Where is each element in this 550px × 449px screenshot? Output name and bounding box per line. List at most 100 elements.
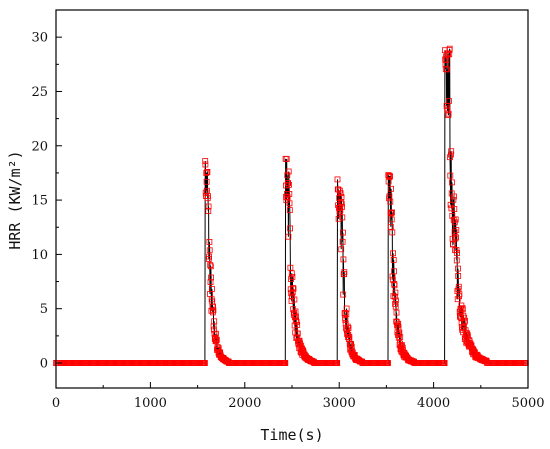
y-tick-label: 10 bbox=[31, 248, 48, 263]
data-point bbox=[207, 262, 214, 269]
data-point bbox=[453, 234, 459, 241]
data-point bbox=[202, 161, 209, 168]
data-point bbox=[204, 168, 211, 175]
data-point bbox=[348, 343, 355, 350]
data-point bbox=[285, 233, 292, 240]
data-point bbox=[392, 297, 399, 304]
data-point bbox=[283, 156, 290, 162]
data-point bbox=[284, 172, 291, 179]
data-point bbox=[205, 193, 211, 200]
data-point bbox=[389, 229, 396, 236]
data-point bbox=[343, 305, 350, 312]
y-tick-label: 20 bbox=[31, 139, 48, 154]
data-point bbox=[388, 185, 395, 192]
data-point bbox=[343, 311, 350, 318]
data-point bbox=[451, 193, 457, 200]
y-tick-label: 25 bbox=[31, 85, 48, 100]
data-point bbox=[339, 203, 345, 210]
data-point bbox=[342, 317, 349, 324]
data-point bbox=[283, 193, 290, 200]
data-point bbox=[391, 282, 398, 289]
data-point bbox=[390, 256, 397, 263]
data-point bbox=[210, 326, 217, 333]
data-point bbox=[461, 318, 468, 325]
data-point bbox=[337, 207, 344, 214]
data-point bbox=[441, 360, 448, 366]
data-point bbox=[287, 225, 294, 232]
data-point bbox=[452, 216, 459, 223]
data-point bbox=[389, 209, 395, 216]
data-point bbox=[340, 256, 347, 263]
data-point bbox=[455, 283, 462, 290]
y-tick-label: 15 bbox=[31, 194, 48, 209]
y-tick-label: 5 bbox=[40, 302, 48, 317]
data-point bbox=[448, 148, 455, 155]
data-point bbox=[453, 227, 460, 233]
y-tick-label: 0 bbox=[40, 357, 48, 372]
data-point bbox=[294, 330, 301, 337]
data-point bbox=[392, 289, 399, 296]
x-tick-label: 1000 bbox=[134, 396, 167, 411]
data-point bbox=[288, 270, 295, 277]
y-axis-title: HRR (KW/m²) bbox=[6, 150, 24, 249]
data-point bbox=[451, 228, 458, 235]
data-point bbox=[201, 360, 208, 366]
data-point bbox=[449, 212, 456, 219]
data-point bbox=[387, 223, 394, 230]
data-point bbox=[287, 264, 294, 271]
data-point bbox=[385, 360, 391, 366]
data-point bbox=[449, 179, 455, 186]
data-point bbox=[385, 172, 392, 179]
data-point bbox=[286, 181, 292, 188]
data-point bbox=[393, 309, 400, 316]
data-point bbox=[346, 334, 353, 341]
data-point bbox=[447, 151, 454, 158]
x-tick-label: 4000 bbox=[417, 396, 450, 411]
data-point bbox=[390, 250, 397, 257]
data-point bbox=[455, 265, 461, 272]
data-point bbox=[452, 235, 459, 242]
data-point bbox=[451, 206, 458, 213]
data-point bbox=[206, 247, 213, 254]
data-point bbox=[210, 303, 217, 310]
data-point bbox=[445, 50, 451, 57]
data-point bbox=[212, 338, 219, 345]
data-point bbox=[344, 323, 351, 330]
data-point bbox=[339, 238, 346, 245]
data-point bbox=[345, 325, 352, 332]
data-point bbox=[392, 303, 399, 310]
data-point bbox=[391, 293, 398, 300]
data-point bbox=[462, 317, 468, 324]
data-point bbox=[289, 289, 296, 296]
plot-frame bbox=[55, 9, 529, 389]
data-point bbox=[286, 207, 293, 214]
data-point bbox=[450, 241, 457, 248]
data-point bbox=[203, 170, 210, 176]
data-point bbox=[338, 193, 345, 200]
data-point bbox=[208, 285, 215, 292]
data-point bbox=[337, 199, 344, 206]
data-point bbox=[387, 173, 393, 180]
data-point bbox=[208, 274, 215, 281]
x-tick-label: 2000 bbox=[228, 396, 261, 411]
data-point bbox=[338, 200, 345, 207]
data-point bbox=[341, 269, 348, 276]
data-point bbox=[453, 247, 460, 253]
x-axis-title: Time(s) bbox=[260, 426, 323, 444]
data-point bbox=[205, 208, 212, 214]
data-point bbox=[212, 330, 219, 337]
data-point bbox=[291, 296, 298, 303]
data-point bbox=[286, 200, 293, 207]
data-point bbox=[446, 51, 453, 58]
data-point bbox=[285, 180, 292, 187]
data-point bbox=[335, 215, 342, 222]
data-point bbox=[385, 172, 392, 179]
data-point bbox=[339, 214, 346, 221]
data-point bbox=[457, 314, 464, 320]
data-point bbox=[206, 238, 213, 245]
data-point bbox=[453, 257, 460, 264]
data-point bbox=[289, 285, 296, 291]
data-point bbox=[442, 66, 449, 72]
data-point bbox=[202, 158, 209, 164]
